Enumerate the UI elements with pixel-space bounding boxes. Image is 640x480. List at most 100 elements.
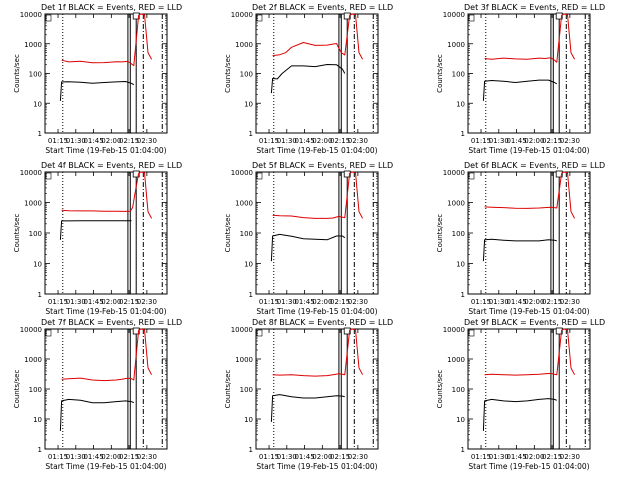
corner-marker [256, 329, 263, 337]
series-line-events [59, 220, 132, 240]
x-tick-label: 02:30 [137, 137, 157, 145]
y-tick-label: 10000 [443, 11, 465, 19]
y-tick-label: 10 [244, 416, 253, 424]
chart-title: Det 5f BLACK = Events, RED = LLD [252, 161, 393, 170]
x-tick-label: 01:45 [83, 453, 103, 461]
y-tick-label: 10000 [443, 326, 465, 334]
series-line-events [270, 64, 346, 94]
series-line-lld [61, 13, 153, 67]
y-tick-label: 1000 [447, 356, 465, 364]
plot-frame [44, 13, 168, 134]
time-marker-box [343, 170, 351, 178]
chart-panel-4: Det 4f BLACK = Events, RED = LLD 1 10 100 10… [13, 161, 182, 316]
y-tick-label: 100 [452, 71, 465, 79]
x-tick-label: 01:15 [48, 137, 68, 145]
y-tick-label: 100 [29, 71, 42, 79]
plot-frame [255, 13, 379, 134]
x-tick-label: 01:30 [489, 137, 509, 145]
x-tick-label: 02:00 [312, 137, 332, 145]
y-axis-label: Counts/sec [13, 370, 21, 409]
y-tick-label: 100 [452, 230, 465, 238]
y-tick-label: 10000 [231, 11, 253, 19]
series-line-lld [272, 171, 364, 219]
x-tick-label: 01:15 [259, 298, 279, 306]
x-tick-label: 01:30 [489, 298, 509, 306]
x-tick-label: 02:15 [330, 298, 350, 306]
time-marker-box [132, 327, 140, 335]
x-tick-label: 01:15 [471, 298, 491, 306]
y-axis-label: Counts/sec [224, 54, 232, 93]
x-axis-label: Start Time (19-Feb-15 01:04:00) [45, 146, 166, 155]
chart-panel-8: Det 8f BLACK = Events, RED = LLD 1 10 100 10… [224, 318, 393, 471]
y-tick-label: 100 [29, 230, 42, 238]
y-tick-label: 1 [461, 291, 465, 299]
chart-title: Det 8f BLACK = Events, RED = LLD [252, 318, 393, 327]
y-axis-label: Counts/sec [436, 214, 444, 253]
x-tick-label: 02:15 [542, 298, 562, 306]
x-tick-label: 01:45 [506, 137, 526, 145]
y-tick-label: 10 [456, 416, 465, 424]
x-tick-label: 02:00 [312, 453, 332, 461]
y-tick-label: 10 [244, 100, 253, 108]
y-tick-label: 100 [240, 71, 253, 79]
x-tick-label: 01:30 [66, 298, 86, 306]
chart-title: Det 4f BLACK = Events, RED = LLD [41, 161, 182, 170]
x-tick-label: 01:15 [259, 453, 279, 461]
y-axis-label: Counts/sec [13, 214, 21, 253]
y-tick-label: 10000 [20, 169, 42, 177]
x-tick-label: 02:15 [119, 298, 139, 306]
x-axis-label: Start Time (19-Feb-15 01:04:00) [45, 462, 166, 471]
y-tick-label: 10 [244, 261, 253, 269]
x-tick-label: 02:15 [119, 137, 139, 145]
y-tick-label: 10000 [231, 169, 253, 177]
x-tick-label: 02:30 [560, 137, 580, 145]
y-tick-label: 10 [456, 261, 465, 269]
y-axis-label: Counts/sec [436, 54, 444, 93]
plot-frame [467, 13, 591, 134]
y-axis-label: Counts/sec [224, 370, 232, 409]
series-line-lld [484, 13, 576, 63]
x-axis-label: Start Time (19-Feb-15 01:04:00) [256, 146, 377, 155]
y-tick-label: 10 [33, 261, 42, 269]
x-axis-label: Start Time (19-Feb-15 01:04:00) [468, 307, 589, 316]
y-tick-label: 1000 [24, 41, 42, 49]
x-tick-label: 01:45 [294, 298, 314, 306]
chart-panel-5: Det 5f BLACK = Events, RED = LLD 1 10 100 10… [224, 161, 393, 316]
chart-title: Det 6f BLACK = Events, RED = LLD [464, 161, 605, 170]
y-tick-label: 1000 [447, 41, 465, 49]
x-tick-label: 02:00 [524, 137, 544, 145]
series-line-events [59, 398, 135, 431]
x-tick-label: 02:00 [524, 298, 544, 306]
y-tick-label: 1 [249, 130, 253, 138]
x-axis-label: Start Time (19-Feb-15 01:04:00) [45, 307, 166, 316]
y-tick-label: 10000 [20, 326, 42, 334]
x-tick-label: 01:45 [83, 298, 103, 306]
corner-marker [256, 14, 263, 22]
time-marker-box [343, 327, 351, 335]
y-tick-label: 1000 [24, 356, 42, 364]
plot-frame [44, 171, 168, 295]
x-tick-label: 02:00 [312, 298, 332, 306]
x-tick-label: 01:15 [471, 453, 491, 461]
plot-frame [44, 328, 168, 450]
x-axis-label: Start Time (19-Feb-15 01:04:00) [256, 307, 377, 316]
series-line-lld [61, 328, 153, 382]
corner-marker [468, 172, 475, 180]
y-axis-label: Counts/sec [436, 370, 444, 409]
x-axis-label: Start Time (19-Feb-15 01:04:00) [468, 462, 589, 471]
x-tick-label: 01:30 [489, 453, 509, 461]
plot-frame [255, 171, 379, 295]
y-axis-label: Counts/sec [13, 54, 21, 93]
y-tick-label: 1000 [447, 200, 465, 208]
y-tick-label: 1000 [235, 200, 253, 208]
y-tick-label: 1 [461, 130, 465, 138]
corner-marker [468, 329, 475, 337]
x-tick-label: 01:15 [48, 453, 68, 461]
y-tick-label: 1 [38, 130, 42, 138]
x-tick-label: 01:15 [48, 298, 68, 306]
x-tick-label: 01:45 [294, 137, 314, 145]
y-tick-label: 100 [29, 386, 42, 394]
plot-frame [255, 328, 379, 450]
corner-marker [256, 172, 263, 180]
